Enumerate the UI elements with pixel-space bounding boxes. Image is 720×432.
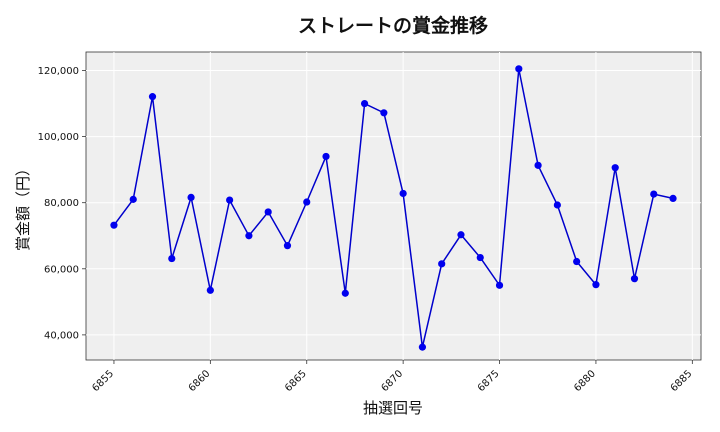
y-tick-label: 100,000 [38, 132, 79, 143]
y-tick-label: 120,000 [38, 66, 79, 77]
y-tick-label: 40,000 [44, 330, 79, 341]
data-point [380, 109, 388, 117]
data-point [226, 196, 234, 204]
data-point [476, 253, 484, 262]
x-tick-label: 6865 [283, 368, 309, 394]
data-point [168, 254, 176, 263]
data-point [457, 231, 465, 239]
data-point [669, 194, 677, 202]
data-point [206, 286, 214, 294]
data-point [245, 232, 253, 240]
data-point [110, 221, 118, 229]
data-point [438, 260, 446, 268]
data-point [187, 193, 195, 202]
data-point [129, 195, 137, 203]
data-point [303, 198, 311, 206]
y-axis: 40,000 60,000 80,000 100,000 120,000 [38, 66, 86, 341]
x-tick-label: 6860 [187, 368, 213, 394]
x-tick-label: 6855 [90, 368, 116, 394]
x-tick-label: 6875 [476, 368, 502, 394]
data-point [573, 257, 581, 266]
x-axis-label: 抽選回号 [363, 399, 423, 417]
data-point [630, 275, 639, 283]
data-point [341, 289, 349, 297]
x-tick-label: 6880 [572, 368, 598, 394]
series-line [113, 68, 674, 348]
data-point [553, 201, 561, 209]
y-tick-label: 60,000 [44, 264, 79, 275]
series-layer [110, 65, 677, 351]
chart-title: ストレートの賞金推移 [298, 14, 488, 37]
x-axis: 6855 6860 6865 6870 6875 6880 6885 [90, 360, 694, 394]
data-point [399, 189, 407, 198]
x-tick-label: 6870 [379, 368, 405, 394]
data-point [264, 208, 272, 216]
data-point [515, 65, 523, 73]
x-tick-label: 6885 [669, 368, 695, 394]
y-tick-label: 80,000 [44, 198, 79, 209]
data-point [418, 343, 427, 351]
data-point [360, 99, 369, 108]
data-point [495, 281, 504, 289]
y-axis-label: 賞金額（円） [14, 161, 32, 251]
data-point [534, 161, 542, 169]
data-point [650, 190, 658, 198]
data-point [283, 242, 292, 250]
data-point [322, 152, 330, 161]
data-point [592, 281, 600, 289]
data-point [611, 164, 619, 172]
data-point [148, 93, 157, 101]
